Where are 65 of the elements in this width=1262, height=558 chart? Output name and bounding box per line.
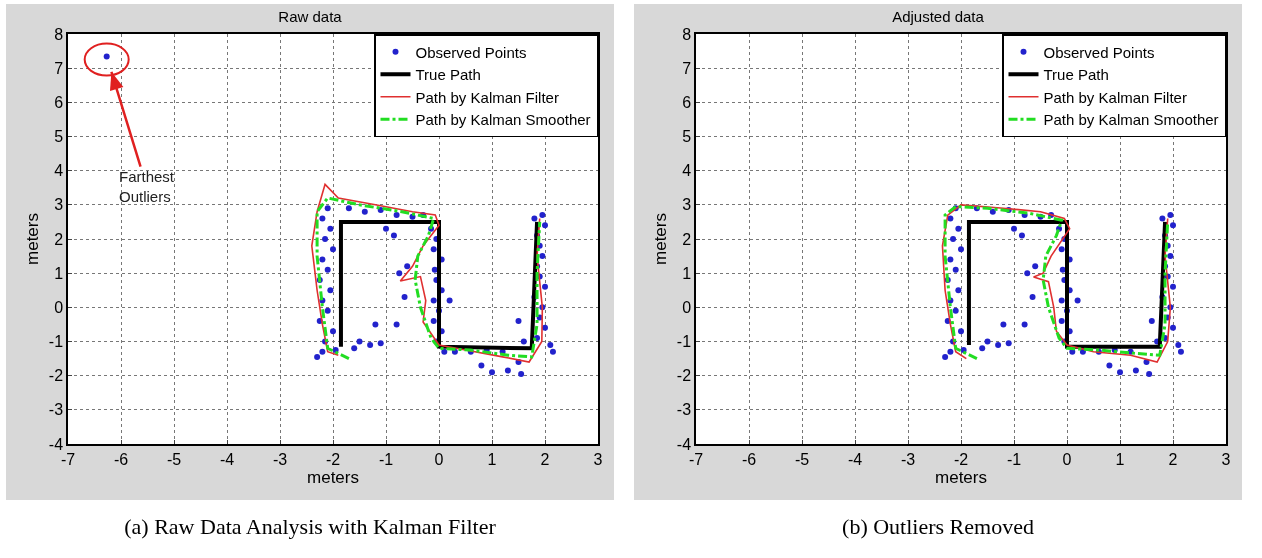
chart-title: Adjusted data [892, 7, 985, 25]
y-tick-label: 4 [54, 162, 64, 180]
y-tick-label: 3 [682, 196, 692, 214]
y-tick-label: 4 [682, 162, 692, 180]
x-tick-label: -3 [900, 450, 916, 468]
y-tick-label: -3 [48, 401, 64, 419]
annotation: Farthest Outliers [119, 168, 175, 205]
y-tick-label: -1 [676, 333, 692, 351]
y-tick-label: -2 [676, 367, 692, 385]
x-tick-label: -2 [953, 450, 969, 468]
y-tick-label: -1 [48, 333, 64, 351]
y-tick-label: 7 [54, 59, 64, 77]
x-tick-label: 2 [1168, 450, 1178, 468]
y-tick-label: 7 [682, 59, 692, 77]
y-tick-label: 8 [682, 25, 692, 43]
y-tick-label: 2 [54, 230, 64, 248]
text: (a) Raw Data Analysis with Kalman Filter [123, 514, 497, 540]
x-tick-label: -7 [60, 450, 76, 468]
x-tick-label: 0 [1062, 450, 1072, 468]
x-tick-label: -2 [325, 450, 341, 468]
x-tick-label: -3 [272, 450, 288, 468]
text: (b) Outliers Removed [841, 514, 1035, 540]
x-tick-label: -4 [847, 450, 863, 468]
x-axis-title: meters [307, 467, 359, 487]
legend-label: True Path [1043, 66, 1109, 84]
legend-label: Path by Kalman Filter [415, 88, 559, 106]
x-axis-title: meters [935, 467, 987, 487]
legend-label: Observed Points [415, 43, 527, 61]
x-tick-label: -4 [219, 450, 235, 468]
x-tick-label: 2 [540, 450, 550, 468]
x-tick-label: 1 [1115, 450, 1125, 468]
legend-label: Path by Kalman Smoother [415, 111, 591, 129]
x-tick-label: -1 [1006, 450, 1022, 468]
y-axis-title: meters [650, 213, 670, 265]
y-tick-label: 8 [54, 25, 64, 43]
x-tick-label: -7 [688, 450, 704, 468]
x-tick-label: -6 [113, 450, 129, 468]
legend-label: True Path [415, 66, 481, 84]
legend-label: Observed Points [1043, 43, 1155, 61]
y-tick-label: 6 [682, 93, 692, 111]
y-tick-label: 0 [54, 298, 64, 316]
y-tick-label: 2 [682, 230, 692, 248]
y-tick-label: -3 [676, 401, 692, 419]
y-tick-label: 1 [54, 264, 64, 282]
x-tick-label: 3 [1221, 450, 1231, 468]
chart-title: Raw data [278, 7, 343, 25]
legend-label: Path by Kalman Smoother [1043, 111, 1219, 129]
x-tick-label: 1 [487, 450, 497, 468]
x-tick-label: 0 [434, 450, 444, 468]
x-tick-label: -5 [166, 450, 182, 468]
y-tick-label: 6 [54, 93, 64, 111]
y-tick-label: -4 [48, 435, 64, 453]
x-tick-label: -6 [741, 450, 757, 468]
y-tick-label: 5 [682, 128, 692, 146]
y-tick-label: 5 [54, 128, 64, 146]
y-tick-label: -4 [676, 435, 692, 453]
x-tick-label: -1 [378, 450, 394, 468]
y-tick-label: 0 [682, 298, 692, 316]
y-axis-title: meters [22, 213, 42, 265]
x-tick-label: 3 [593, 450, 603, 468]
x-tick-label: -5 [794, 450, 810, 468]
legend-label: Path by Kalman Filter [1043, 88, 1187, 106]
y-tick-label: 1 [682, 264, 692, 282]
y-tick-label: -2 [48, 367, 64, 385]
y-tick-label: 3 [54, 196, 64, 214]
